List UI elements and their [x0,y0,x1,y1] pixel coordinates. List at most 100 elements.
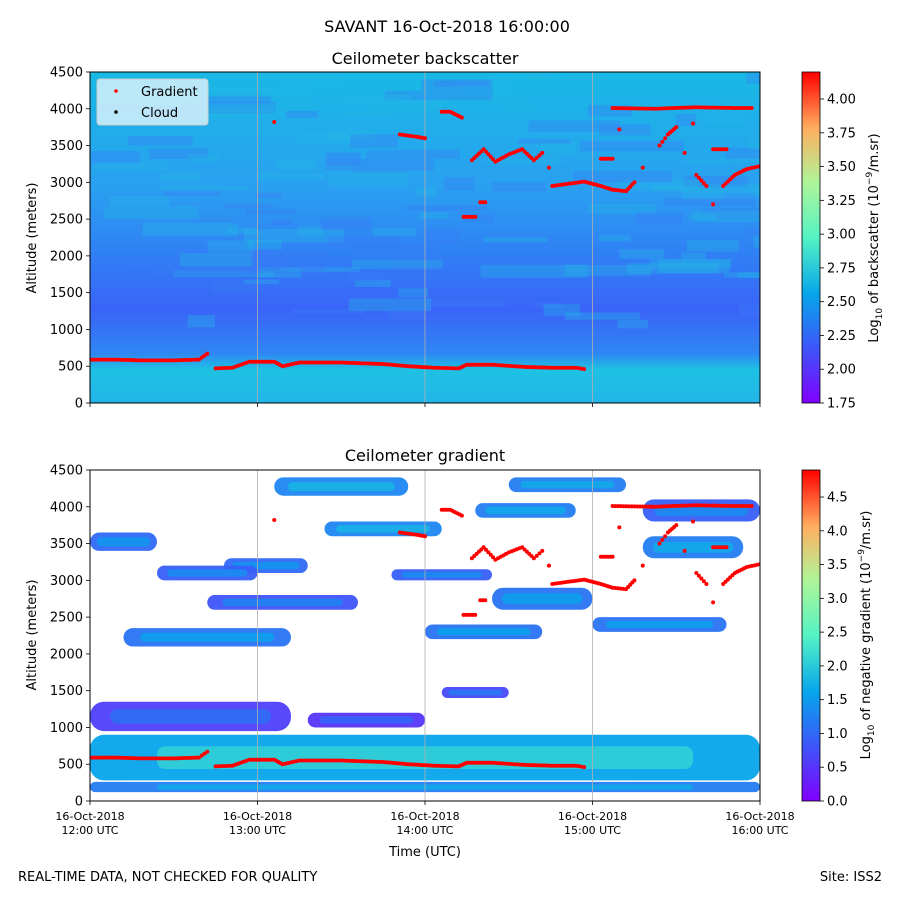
gradient-point [372,361,377,366]
gradient-point [691,121,695,126]
gradient-point [617,127,622,132]
gradient-band-core [448,689,503,696]
gradient-point [372,759,377,764]
texture-streak [421,79,493,91]
y-tick-label: 3500 [50,537,83,552]
gradient-point [350,758,355,763]
gradient-point [325,360,330,365]
texture-streak [686,239,739,252]
gradient-point [732,106,737,111]
legend-cloud-marker [114,110,118,114]
colorbar-tick-label: 2.0 [827,659,848,674]
gradient-point [738,106,743,111]
gradient-point [141,756,146,761]
x-axis-label: Time (UTC) [388,845,461,860]
texture-streak [693,210,760,223]
gradient-point [272,518,277,523]
texture-streak [681,252,706,261]
x-tick-label-date: 16-Oct-2018 [390,810,459,823]
texture-streak [619,248,665,259]
gradient-point [319,360,324,365]
texture-streak [109,196,170,206]
gradient-panel: Ceilometer gradient 0 500 1000 1500 2000 2500… [25,446,877,860]
gradient-point [473,214,478,219]
gradient-point [311,360,316,365]
texture-streak [350,134,399,148]
y-tick-label: 2500 [50,213,83,228]
y-tick-label: 1500 [50,684,83,699]
colorbar-tick-label: 2.75 [827,261,856,276]
gradient-point [711,202,716,207]
gradient-point [155,756,159,761]
gradient-point [146,756,151,761]
texture-streak [224,203,273,209]
texture-streak [398,288,429,298]
gradient-point [704,184,709,189]
y-tick-label: 3000 [50,574,83,589]
texture-streak [723,272,760,278]
gradient-point [141,358,146,363]
texture-streak [325,159,353,173]
colorbar-tick-label: 3.50 [827,160,856,175]
texture-streak [348,298,431,312]
gradient-point [152,358,157,363]
gradient-point [328,758,333,763]
gradient-point [483,149,488,154]
gradient-band-core [222,598,343,607]
gradient-point [330,360,335,365]
gradient-point [325,758,330,763]
texture-streak [285,110,319,118]
gradient-point [724,545,729,550]
gradient-point [488,552,493,557]
texture-streak [160,173,201,182]
gradient-point [434,763,439,768]
texture-streak [327,236,400,249]
legend: Gradient Cloud [96,78,209,126]
colorbar-tick-label: 3.75 [827,126,856,141]
texture-streak [280,72,341,84]
texture-streak [564,312,640,320]
gradient-point [300,758,305,763]
texture-streak [142,222,239,237]
texture-streak [370,100,443,112]
texture-streak [753,186,760,196]
gradient-point [342,758,347,763]
texture-streak [534,301,564,308]
gradient-point [657,541,662,546]
gradient-point [439,763,444,768]
gradient-point [453,764,458,769]
gradient-point [486,550,491,555]
gradient-point [540,150,545,155]
gradient-point [361,361,366,366]
texture-streak [372,227,416,237]
gradient-point [724,147,729,152]
gradient-point [330,758,335,763]
gradient-point [473,612,478,617]
texture-streak [721,94,760,100]
gradient-colorbar-label: Log10 of negative gradient (10−9/m.sr) [857,511,877,760]
gradient-point [369,759,374,764]
colorbar-tick-label: 2.50 [827,295,856,310]
gradient-point [436,763,441,768]
colorbar-tick-label: 4.0 [827,524,848,539]
y-tick-label: 500 [58,360,83,375]
texture-streak [649,258,732,269]
gradient-band-core [167,569,248,577]
x-tick-label-date: 16-Oct-2018 [55,810,124,823]
gradient-point [701,181,706,186]
gradient-point [364,759,369,764]
texture-streak [729,153,760,163]
texture-streak [328,172,409,186]
texture-streak [384,90,493,101]
x-tick-label-time: 16:00 UTC [731,824,788,837]
gradient-point [488,154,493,159]
texture-streak [749,138,760,151]
gradient-point [308,360,313,365]
texture-streak [188,154,219,162]
gradient-point [138,756,143,761]
gradient-point [694,172,699,177]
backscatter-panel: Ceilometer backscatter 0 500 1000 1500 2000 2… [25,49,885,412]
gradient-point [660,537,665,542]
gradient-band-core [140,632,275,642]
gradient-point [491,157,496,162]
